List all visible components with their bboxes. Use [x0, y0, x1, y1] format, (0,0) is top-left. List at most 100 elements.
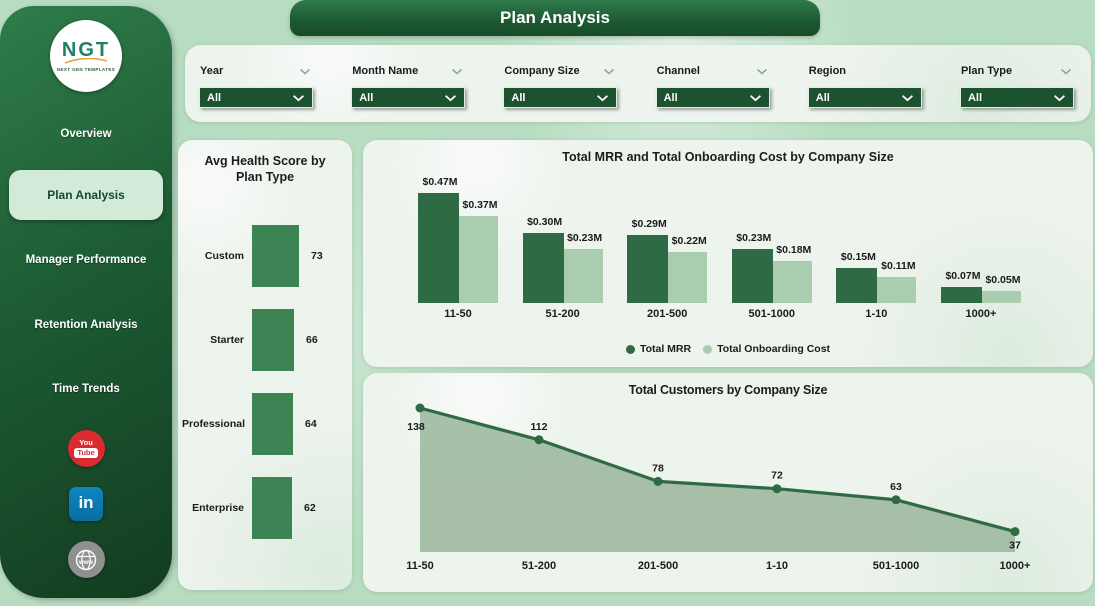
area-category-label: 501-1000: [873, 560, 920, 572]
onboarding-cost-bar[interactable]: [459, 216, 498, 303]
health-bar[interactable]: [252, 476, 292, 539]
chevron-down-icon: [901, 94, 913, 101]
data-point-201-500[interactable]: [653, 476, 663, 486]
health-score-panel: Avg Health Score by Plan Type Custom 73 St…: [178, 140, 352, 590]
legend-dot: [703, 344, 713, 354]
filter-label: Region: [808, 65, 847, 77]
onboarding-value-label: $0.23M: [567, 232, 603, 244]
onboarding-cost-bar[interactable]: [563, 249, 603, 303]
area-value-label: 138: [407, 421, 425, 433]
health-category-label: Enterprise: [192, 501, 244, 514]
filter-bar: Year All Month Name All Company Size All Chann…: [185, 45, 1091, 122]
globe-glyph: www: [75, 549, 97, 570]
sidebar-item-time-trends[interactable]: Time Trends: [52, 383, 120, 395]
filter-header: Company Size: [504, 64, 615, 78]
data-point-1000-[interactable]: [1010, 527, 1020, 537]
bar-group-1-10: $0.15M $0.11M 1-10: [828, 178, 924, 320]
sidebar-item-retention-analysis[interactable]: Retention Analysis: [34, 319, 138, 331]
bar-category-label: 1000+: [965, 308, 997, 320]
filter-dropdown-region[interactable]: All: [807, 87, 922, 108]
filter-label: Channel: [656, 65, 700, 77]
health-value-label: 73: [311, 249, 323, 262]
chevron-down-icon: [445, 94, 457, 101]
filter-dropdown-channel[interactable]: All: [655, 87, 770, 108]
logo: NGT NEXT GEN TEMPLATES: [50, 20, 122, 92]
onboarding-cost-bar[interactable]: [981, 291, 1021, 303]
health-bar-row-professional: Professional 64: [178, 382, 352, 466]
filter-company-size: Company Size All: [503, 64, 618, 122]
mrr-value-label: $0.23M: [736, 232, 772, 244]
filter-dropdown-company-size[interactable]: All: [503, 87, 618, 108]
area-fill: [420, 408, 1015, 552]
legend-item-total-onboarding-cost[interactable]: Total Onboarding Cost: [703, 343, 830, 355]
area-line: [418, 406, 1017, 534]
mrr-bar[interactable]: [418, 193, 459, 303]
legend-label: Total MRR: [639, 343, 692, 355]
sidebar-item-plan-analysis[interactable]: Plan Analysis: [9, 170, 163, 220]
bar-group-1000-: $0.07M $0.05M 1000+: [933, 178, 1029, 320]
youtube-icon[interactable]: You Tube: [67, 430, 105, 467]
sidebar: NGT NEXT GEN TEMPLATES Overview Plan Anal…: [0, 6, 172, 598]
chevron-down-icon[interactable]: [299, 68, 311, 75]
health-bar[interactable]: [252, 308, 294, 371]
svg-text:www: www: [78, 560, 93, 566]
chevron-down-icon[interactable]: [1060, 68, 1072, 75]
chevron-down-icon[interactable]: [756, 68, 768, 75]
filter-dropdown-year[interactable]: All: [199, 87, 313, 108]
youtube-icon-text-bottom: Tube: [74, 447, 98, 458]
data-point-501-1000[interactable]: [891, 495, 901, 505]
onboarding-cost-bar[interactable]: [772, 261, 812, 303]
legend-dot: [625, 344, 635, 354]
legend-item-total-mrr[interactable]: Total MRR: [625, 343, 692, 355]
bar-category-label: 51-200: [545, 308, 580, 320]
health-category-label: Custom: [204, 249, 244, 262]
linkedin-icon[interactable]: in: [69, 487, 103, 521]
bar-group-201-500: $0.29M $0.22M 201-500: [619, 178, 715, 320]
mrr-bar[interactable]: [836, 268, 878, 303]
chevron-down-icon: [1053, 94, 1065, 101]
health-value-label: 62: [304, 501, 316, 514]
mrr-bar[interactable]: [731, 249, 773, 303]
filter-selected-value: All: [967, 91, 982, 104]
social-links: You Tube in www: [0, 430, 172, 578]
filter-channel: Channel All: [655, 64, 770, 122]
health-bar-chart: Custom 73 Starter 66 Professional 64 Enterpris…: [178, 214, 352, 550]
website-globe-icon[interactable]: www: [67, 541, 105, 578]
filter-label: Plan Type: [960, 65, 1013, 77]
mrr-bar[interactable]: [940, 287, 982, 303]
page-title: Plan Analysis: [500, 8, 610, 27]
onboarding-cost-bar[interactable]: [877, 277, 917, 303]
health-category-label: Starter: [210, 333, 244, 346]
logo-subtext: NEXT GEN TEMPLATES: [56, 67, 116, 72]
filter-dropdown-month-name[interactable]: All: [351, 87, 466, 108]
sidebar-item-overview[interactable]: Overview: [60, 128, 112, 140]
mrr-bar[interactable]: [522, 233, 564, 303]
sidebar-item-manager-performance[interactable]: Manager Performance: [25, 254, 147, 266]
mrr-value-label: $0.47M: [422, 176, 458, 188]
area-category-label: 51-200: [522, 560, 556, 572]
health-bar-row-starter: Starter 66: [178, 298, 352, 382]
chevron-down-icon[interactable]: [603, 68, 615, 75]
data-point-1-10[interactable]: [772, 484, 782, 494]
health-bar[interactable]: [252, 392, 293, 455]
filter-selected-value: All: [207, 91, 222, 104]
filter-region: Region All: [807, 64, 922, 122]
area-value-label: 112: [531, 421, 548, 433]
chevron-down-icon: [749, 94, 761, 101]
filter-header: Month Name: [352, 64, 463, 78]
onboarding-value-label: $0.18M: [776, 244, 812, 256]
filter-selected-value: All: [511, 91, 526, 104]
mrr-bar[interactable]: [627, 235, 669, 303]
onboarding-cost-bar[interactable]: [668, 252, 708, 303]
chevron-down-icon[interactable]: [451, 68, 463, 75]
area-value-label: 37: [1009, 540, 1021, 552]
filter-month-name: Month Name All: [351, 64, 466, 122]
health-bar[interactable]: [252, 224, 299, 287]
filter-plan-type: Plan Type All: [959, 64, 1074, 122]
data-point-11-50[interactable]: [415, 403, 425, 413]
chevron-down-icon: [597, 94, 609, 101]
filter-label: Year: [200, 65, 224, 77]
data-point-51-200[interactable]: [534, 435, 544, 445]
filter-dropdown-plan-type[interactable]: All: [959, 87, 1074, 108]
